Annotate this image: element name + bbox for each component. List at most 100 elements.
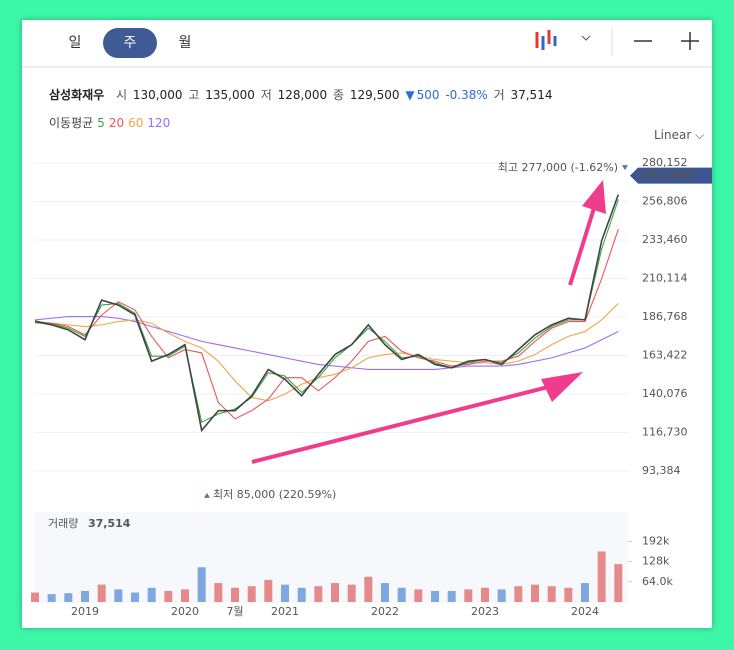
volume-bar <box>564 587 573 602</box>
volume-bar <box>547 586 556 602</box>
volume-bar <box>514 586 523 602</box>
legend-entry: 20 <box>108 116 125 130</box>
volume-bar <box>497 589 506 602</box>
x-tick-label: 2020 <box>171 605 199 618</box>
info-value: 37,514 <box>510 88 553 102</box>
down-arrow: ▼ <box>405 88 415 102</box>
arrow <box>251 382 561 464</box>
ma-line <box>34 199 619 423</box>
volume-bar <box>464 589 473 602</box>
info-value: 129,500 <box>349 88 400 102</box>
volume-tick-label: 192k <box>642 534 670 547</box>
volume-bar <box>581 583 589 602</box>
volume-tick-label: 128k <box>642 555 670 568</box>
volume-bar <box>231 587 239 602</box>
price-line <box>34 194 620 433</box>
scale-label: Linear <box>654 128 692 142</box>
volume-bar <box>97 584 106 602</box>
info-label: 저 <box>260 88 272 102</box>
volume-bar <box>247 586 256 602</box>
price-tag-label: 272,500 <box>642 169 692 182</box>
volume-bar <box>114 589 123 602</box>
volume-bar <box>64 593 73 602</box>
zoom-in[interactable] <box>681 32 699 50</box>
x-tick-label: 2021 <box>271 605 299 618</box>
stock-info: 삼성화재우 시 130,000 고 135,000 저 128,000 종 12… <box>49 86 554 103</box>
volume-bar <box>197 567 206 602</box>
plot: 280,152 256,806 233,460 210,114 186,768 163,4… <box>31 156 712 618</box>
volume-bar <box>147 587 156 602</box>
volume-bar <box>314 586 323 602</box>
tab[interactable]: 일 <box>68 35 82 51</box>
info-value: 130,000 <box>132 88 183 102</box>
volume-bar <box>131 592 139 602</box>
ma-line <box>34 229 619 420</box>
x-tick-label: 2024 <box>571 605 599 618</box>
y-tick-label: 93,384 <box>642 464 681 477</box>
candle-icon[interactable] <box>535 30 557 50</box>
y-tick-label: 163,422 <box>642 349 688 362</box>
tab-selected[interactable]: 주 <box>103 28 157 58</box>
volume-bar <box>597 551 606 602</box>
volume-bar <box>531 584 539 602</box>
legend-entry: 60 <box>128 116 144 130</box>
ma-legend: 이동평균 5 20 60 120 <box>49 114 170 131</box>
y-tick-label: 116,730 <box>642 426 688 439</box>
legend-entry: 120 <box>147 116 171 130</box>
arrow-head <box>541 372 583 402</box>
volume-title: 거래량 <box>48 517 78 530</box>
volume-bar <box>414 589 423 602</box>
info-label: 종 <box>333 88 345 102</box>
info-value: 135,000 <box>205 88 255 102</box>
ma-line <box>34 316 619 370</box>
volume-bar <box>431 590 439 602</box>
volume-bar <box>381 583 389 602</box>
volume-bar <box>264 579 273 602</box>
x-tick-label: 7월 <box>226 605 243 618</box>
y-tick-label: 186,768 <box>642 310 688 323</box>
stock-name: 삼성화재우 <box>49 88 105 102</box>
y-tick-label: 210,114 <box>642 271 688 284</box>
volume-bar <box>447 590 456 602</box>
chevron[interactable] <box>581 35 591 41</box>
x-tick-label: 2023 <box>471 605 499 618</box>
ma-line <box>35 303 619 402</box>
volume-bar <box>331 583 339 602</box>
info-label: 시 <box>116 88 128 102</box>
volume-bar <box>47 594 56 602</box>
low-label: 최저 85,000 (220.59%) <box>213 488 336 501</box>
arrow <box>568 204 597 286</box>
volume-bar <box>214 583 223 602</box>
info-label: 고 <box>188 88 200 102</box>
ma-title: 이동평균 <box>49 116 94 130</box>
low-marker <box>204 492 210 498</box>
y-tick-label: 256,806 <box>642 194 688 207</box>
volume-bar <box>397 587 406 602</box>
x-tick-label: 2022 <box>371 605 399 618</box>
volume-bar <box>31 592 39 602</box>
change-pct: -0.38% <box>445 88 488 102</box>
volume-bar <box>297 587 306 602</box>
volume-bar <box>364 576 373 602</box>
volume-bar <box>614 564 623 602</box>
info-label: 거 <box>493 88 505 102</box>
volume-bar <box>181 589 189 602</box>
change: 500 <box>416 88 440 102</box>
legend-entry: 5 <box>97 116 105 130</box>
volume-tick-label: 64.0k <box>642 575 673 588</box>
info-value: 128,000 <box>277 88 328 102</box>
y-tick-label: 140,076 <box>642 387 688 400</box>
scale-select[interactable]: Linear ⌵ <box>654 128 705 142</box>
y-tick-label: 233,460 <box>642 233 688 246</box>
volume-bar <box>281 584 289 602</box>
volume-bar <box>481 587 489 602</box>
y-tick-label: 280,152 <box>642 156 688 169</box>
volume-bar <box>347 584 356 602</box>
volume-last: 37,514 <box>88 517 131 530</box>
x-tick-label: 2019 <box>71 605 99 618</box>
price-tag <box>630 167 712 184</box>
arrow-head <box>582 180 606 214</box>
tab[interactable]: 월 <box>178 35 192 51</box>
